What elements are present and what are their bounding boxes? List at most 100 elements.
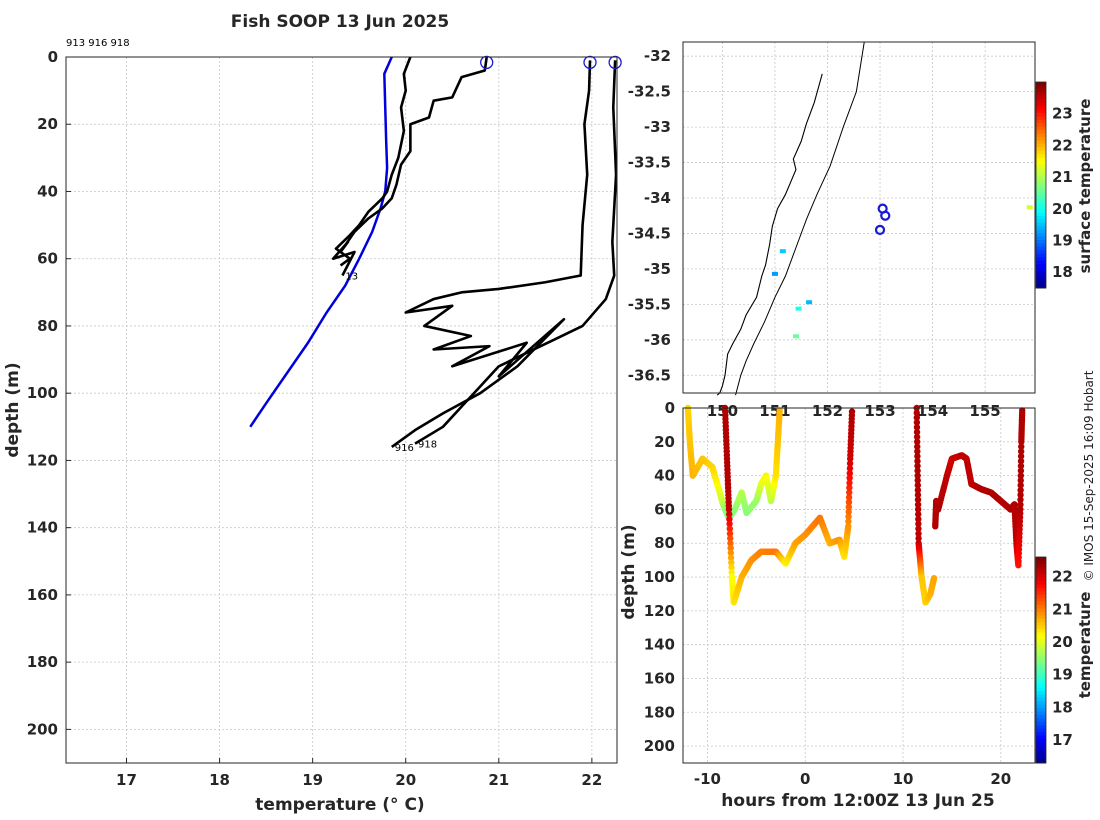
section-point	[1017, 457, 1025, 465]
colorbar-segment	[1036, 174, 1046, 179]
section-point	[914, 491, 922, 499]
map-y-tick-label: -36	[644, 331, 671, 349]
y-tick-label: 40	[37, 182, 58, 200]
section-point	[845, 523, 852, 530]
map-y-tick-label: -35.5	[628, 295, 671, 313]
section-y-tick-label: 120	[644, 602, 675, 620]
colorbar-segment	[1036, 160, 1046, 165]
section-point	[845, 518, 852, 525]
section-point	[728, 564, 735, 571]
temperature-colorbar: 17 18 19 20 21 22	[1035, 556, 1073, 764]
colorbar-segment	[1036, 714, 1046, 719]
colorbar-segment	[1036, 721, 1046, 726]
colorbar-segment	[1036, 267, 1046, 272]
section-y-tick-label: 40	[654, 467, 675, 485]
section-point	[1017, 496, 1024, 503]
section-point	[848, 408, 856, 415]
section-point	[1017, 462, 1025, 470]
x-tick-label: 22	[581, 771, 602, 789]
colorbar-segment	[1036, 584, 1046, 589]
start-marker	[480, 55, 494, 70]
surface-temp-point	[771, 271, 778, 276]
section-x-tick-label: -10	[694, 770, 721, 788]
section-point	[914, 477, 921, 484]
colorbar-segment	[1036, 567, 1046, 572]
profile-ticks: 17 18 19 20 21 22 0 20 40 60 80 100 120 140 160 180 200	[27, 48, 603, 789]
colorbar-frame	[1035, 81, 1047, 289]
colorbar-segment	[1036, 680, 1046, 685]
surface-temp-point	[779, 249, 786, 254]
colorbar-segment	[1036, 732, 1046, 737]
colorbar-tick-label: 18	[1052, 698, 1073, 716]
colorbar-segment	[1036, 735, 1046, 740]
colorbar-segment	[1036, 257, 1046, 262]
section-x-tick-label: 10	[893, 770, 914, 788]
colorbar-segment	[1036, 639, 1046, 644]
colorbar-segment	[1036, 749, 1046, 754]
colorbar-segment	[1036, 95, 1046, 100]
section-point	[915, 535, 922, 542]
section-point	[726, 525, 733, 532]
y-tick-label: 180	[27, 653, 58, 671]
colorbar-segment	[1036, 560, 1046, 565]
colorbar-segment	[1036, 615, 1046, 620]
colorbar-frame	[1035, 556, 1047, 764]
profile-grid	[66, 56, 617, 763]
colorbar-segment	[1036, 88, 1046, 93]
colorbar-segment	[1036, 752, 1046, 757]
profile-end-label-913: 13	[345, 272, 358, 283]
x-axis-label: temperature (° C)	[255, 795, 424, 815]
colorbar-segment	[1036, 185, 1046, 189]
colorbar-segment	[1036, 577, 1046, 582]
profile-panel: Fish SOOP 13 Jun 2025 913 916 918 17 18 19…	[3, 12, 622, 815]
credit-text: © IMOS 15-Sep-2025 16:09 Hobart	[1082, 370, 1096, 581]
profile-end-label-916: 916	[395, 443, 414, 454]
colorbar-segment	[1036, 711, 1046, 716]
colorbar-segment	[1036, 181, 1046, 186]
section-points	[684, 404, 1026, 606]
colorbar-segment	[1036, 212, 1046, 217]
colorbar-tick-label: 21	[1052, 600, 1073, 618]
map-panel: 150151152153154155-32-32.5-33-33.5-34-34…	[628, 41, 1094, 420]
map-y-tick-label: -36.5	[628, 366, 671, 384]
colorbar-segment	[1036, 209, 1046, 213]
colorbar-segment	[1036, 594, 1046, 599]
section-point	[914, 467, 921, 474]
colorbar-segment	[1036, 102, 1046, 107]
surface-temp-point	[792, 334, 799, 339]
y-tick-label: 100	[27, 384, 58, 402]
map-x-tick-label: 153	[864, 402, 895, 420]
section-y-axis-label: depth (m)	[619, 524, 639, 619]
colorbar-segment	[1036, 284, 1046, 289]
section-point	[846, 474, 853, 482]
colorbar-segment	[1036, 653, 1046, 658]
colorbar-segment	[1036, 642, 1046, 647]
colorbar-segment	[1036, 570, 1046, 575]
start-marker	[608, 55, 622, 70]
colorbar-segment	[1036, 635, 1046, 640]
profile-line-913	[331, 56, 488, 277]
colorbar-segment	[1036, 581, 1046, 585]
colorbar-segment	[1036, 673, 1046, 678]
map-x-tick-label: 154	[917, 402, 948, 420]
section-y-tick-label: 200	[644, 737, 675, 755]
section-point	[1018, 443, 1025, 450]
y-tick-label: 0	[48, 48, 58, 66]
section-point	[1017, 448, 1025, 455]
colorbar-segment	[1036, 622, 1046, 627]
drop-location	[880, 210, 891, 221]
colorbar-segment	[1036, 229, 1046, 234]
profile-line-918	[414, 60, 618, 445]
section-point	[914, 501, 922, 508]
colorbar-segment	[1036, 701, 1046, 706]
section-x-tick-label: 20	[990, 770, 1011, 788]
colorbar-tick-label: 20	[1052, 633, 1073, 651]
colorbar-tick-label: 21	[1052, 168, 1073, 186]
coastline	[716, 73, 823, 396]
colorbar-segment	[1036, 133, 1046, 138]
colorbar-segment	[1036, 718, 1046, 723]
drop-ids-label: 913 916 918	[66, 38, 130, 49]
colorbar-segment	[1036, 274, 1046, 279]
start-marker	[583, 55, 597, 70]
colorbar-segment	[1036, 143, 1046, 148]
